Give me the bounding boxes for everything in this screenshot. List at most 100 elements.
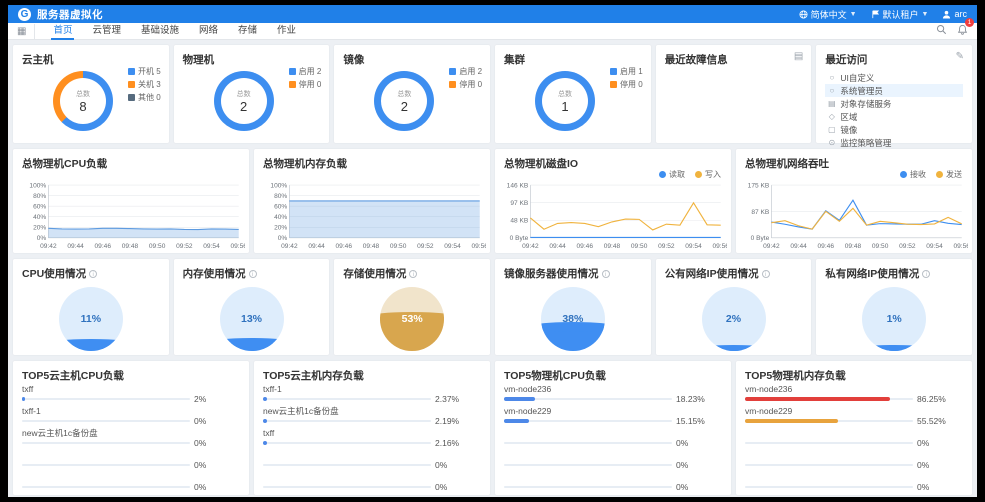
visit-item-1[interactable]: ○ 系统管理员 [825,84,964,97]
visit-item-3[interactable]: ◇ 区域 [825,110,963,123]
info-icon[interactable]: i [601,270,610,278]
tenant-switcher[interactable]: 默认租户 ▼ [871,8,928,21]
top5-item-value: 2.37% [435,394,460,404]
top5-item-0: vm-node236 18.23% [504,384,722,405]
legend-item[interactable]: 停用 0 [288,79,321,90]
legend-item[interactable]: 停用 0 [610,79,643,90]
info-icon[interactable]: i [761,270,770,278]
svg-text:09:42: 09:42 [522,243,539,250]
top5-bar-track [263,441,431,445]
top5-item-value: 0% [194,416,207,426]
svg-text:09:52: 09:52 [658,243,675,250]
svg-text:60%: 60% [274,204,287,211]
apps-grid-icon[interactable]: ▦ [17,23,36,39]
username-label: arc [954,9,967,19]
legend-item[interactable]: 启用 2 [288,66,321,77]
top5-bar-track [22,420,190,422]
top5-bar-track [263,397,431,401]
donut-card-3: 集群 总数 1 启用 1 停用 0 [495,45,651,143]
svg-text:09:50: 09:50 [872,243,889,250]
donut-card-1: 物理机 总数 2 启用 2 停用 0 [173,45,330,143]
nav-item-1[interactable]: 云管理 [92,24,121,36]
gauge-wave [540,321,605,332]
user-menu[interactable]: arc [942,9,967,19]
legend-item[interactable]: 接收 [900,169,926,180]
svg-text:09:56: 09:56 [953,243,968,250]
info-icon[interactable]: i [922,270,931,278]
visit-item-0[interactable]: ○ UI自定义 [825,71,963,84]
info-icon[interactable]: i [409,270,418,278]
legend-swatch [610,68,618,75]
language-switcher[interactable]: 简体中文 ▼ [799,8,857,21]
gauge-fill [380,317,445,351]
legend-label: 写入 [705,170,721,179]
legend-item[interactable]: 关机 3 [128,79,161,90]
legend-item[interactable]: 其他 0 [128,92,161,103]
gauge-value: 1% [886,313,902,325]
edit-pin-icon[interactable]: ✎ [955,51,965,62]
donut-card-title: 集群 [504,54,526,66]
gauges-row: CPU使用情况 i 11% 内存使用情况 i 13% 存储使用情况 i 53% 镜像服务器使用情况… [13,259,973,355]
app-logo-icon[interactable]: G [18,7,31,21]
top5-item-4: 0% [745,472,963,493]
notification-badge: 1 [965,18,974,27]
svg-text:09:46: 09:46 [95,243,112,250]
top5-bar-track [22,442,190,444]
liquid-gauge: 13% [219,287,284,351]
svg-text:09:46: 09:46 [818,243,835,250]
notification-bell-icon[interactable]: 1 [957,18,974,40]
top5-bar [745,419,839,423]
nav-item-0[interactable]: 首页 [43,23,82,40]
svg-text:0 Byte: 0 Byte [751,235,770,242]
top5-card-2: TOP5物理机CPU负载 vm-node236 18.23% vm-node229 15… [495,361,731,495]
legend-item[interactable]: 写入 [695,169,721,180]
visit-item-4[interactable]: ▢ 镜像 [825,123,963,136]
top5-item-4: 0% [263,472,481,493]
visit-item-label: 对象存储服务 [840,98,892,109]
top5-item-value: 0% [194,460,207,470]
nav-item-5[interactable]: 作业 [277,24,297,36]
svg-text:09:42: 09:42 [763,243,780,250]
legend-label: 关机 3 [138,80,161,89]
svg-text:09:44: 09:44 [308,243,325,250]
legend-item[interactable]: 开机 5 [128,66,161,77]
top5-item-value: 86.25% [917,394,946,404]
liquid-gauge: 53% [380,287,445,351]
top5-item-value: 18.23% [676,394,705,404]
top5-item-label: new云主机1c备份盘 [263,406,339,416]
legend-item[interactable]: 启用 1 [610,66,643,77]
nav-item-4[interactable]: 存储 [238,24,258,36]
top5-row: TOP5云主机CPU负载 txff 2% txff-1 0% new云主机1c备份盘 0% 0… [13,361,972,495]
legend-item[interactable]: 发送 [936,169,962,180]
list-icon[interactable]: ▤ [793,51,804,62]
top5-item-value: 0% [435,460,448,470]
search-icon[interactable] [936,22,947,40]
top5-item-1: new云主机1c备份盘 2.19% [263,406,481,427]
tenant-label: 默认租户 [882,9,919,20]
legend-label: 启用 1 [620,67,643,76]
legend-dot [659,171,666,178]
top5-card-1: TOP5云主机内存负载 txff-1 2.37% new云主机1c备份盘 2.19% tx… [254,361,490,495]
visit-item-5[interactable]: ⊙ 监控策略管理 [825,136,963,149]
nav-item-2[interactable]: 基础设施 [140,24,179,36]
svg-text:09:50: 09:50 [631,243,648,250]
legend-dot [900,171,907,178]
svg-text:40%: 40% [274,214,287,221]
legend-item[interactable]: 读取 [659,169,685,180]
info-icon[interactable]: i [89,270,98,278]
legend-label: 停用 0 [620,80,643,89]
gauge-value: 38% [562,313,584,325]
top5-bar-track [504,486,672,488]
nav-item-3[interactable]: 网络 [199,24,219,36]
chart-title: 总物理机网络吞吐 [745,158,829,170]
liquid-gauge: 2% [701,287,766,351]
visit-item-2[interactable]: ▤ 对象存储服务 [825,97,963,110]
legend-swatch [449,81,457,88]
legend-item[interactable]: 启用 2 [449,66,482,77]
legend-swatch [128,94,135,101]
chart-title: 总物理机磁盘IO [504,158,579,170]
info-icon[interactable]: i [248,270,257,278]
top5-item-1: vm-node229 15.15% [504,406,722,427]
top5-item-value: 0% [917,482,930,492]
legend-item[interactable]: 停用 0 [449,79,482,90]
